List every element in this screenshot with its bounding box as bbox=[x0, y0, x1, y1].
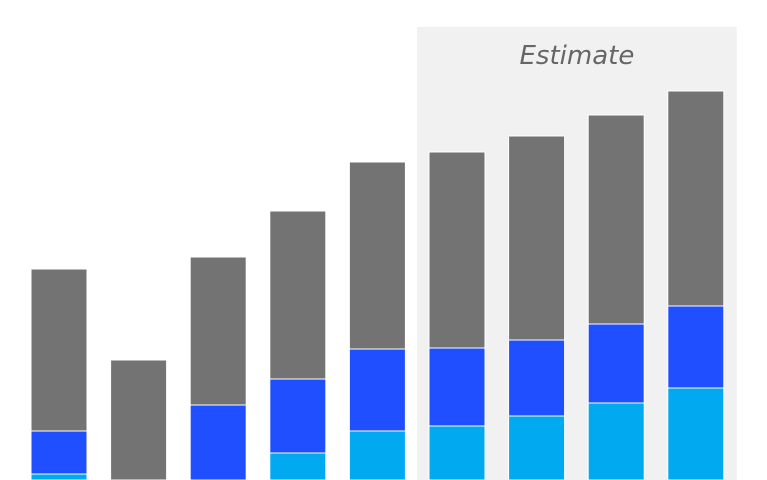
bar-segment bbox=[348, 161, 406, 350]
bar-segment bbox=[667, 305, 725, 389]
bar-segment bbox=[189, 256, 247, 406]
bar-segment bbox=[348, 348, 406, 432]
bar-segment bbox=[667, 90, 725, 307]
bar-segment bbox=[428, 151, 486, 349]
bar-segment bbox=[189, 404, 247, 480]
bar-segment bbox=[30, 473, 88, 480]
bar-segment bbox=[30, 430, 88, 475]
bar-segment bbox=[269, 378, 327, 454]
bar-segment bbox=[508, 135, 566, 341]
bar-segment bbox=[587, 114, 645, 325]
bars-layer bbox=[30, 90, 725, 480]
bar-segment bbox=[428, 347, 486, 427]
bar-segment bbox=[269, 210, 327, 380]
bar-segment bbox=[667, 387, 725, 480]
bar-segment bbox=[428, 425, 486, 480]
bar-segment bbox=[348, 430, 406, 480]
bar-segment bbox=[587, 323, 645, 404]
bar-segment bbox=[269, 452, 327, 480]
bar-segment bbox=[110, 359, 168, 480]
bar-segment bbox=[508, 339, 566, 417]
bar-segment bbox=[587, 402, 645, 480]
bar-segment bbox=[30, 268, 88, 432]
bar-segment bbox=[508, 415, 566, 480]
estimate-label: Estimate bbox=[519, 41, 634, 71]
